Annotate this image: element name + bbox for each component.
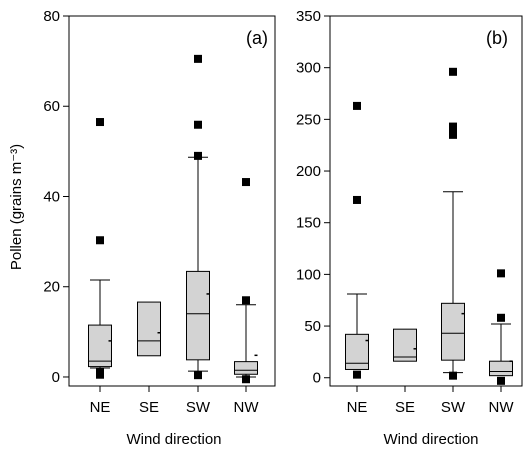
outlier-point <box>449 130 457 139</box>
outlier-point <box>242 178 250 187</box>
outlier-point <box>194 54 202 63</box>
y-tick-label: 0 <box>313 370 321 387</box>
box-NE <box>345 333 369 370</box>
outlier-point <box>194 120 202 129</box>
y-tick-label: 40 <box>43 188 60 205</box>
outlier-point <box>449 122 457 131</box>
y-tick-label: 0 <box>52 369 60 386</box>
y-tick-label: 20 <box>43 279 60 296</box>
y-tick-label: 50 <box>304 318 321 335</box>
y-tick-label: 150 <box>296 215 321 232</box>
x-axis-title-a: Wind direction <box>126 431 221 448</box>
box-SE <box>393 328 417 362</box>
outlier-point <box>96 118 104 127</box>
x-tick-label: NE <box>90 399 111 416</box>
panel-b: 0 50 100 150 200 250 300 350 NE SE SW NW (b) <box>296 8 523 416</box>
x-tick-label: SE <box>395 399 415 416</box>
box-NW <box>489 360 513 377</box>
outlier-point <box>96 367 104 376</box>
y-tick-label: 200 <box>296 163 321 180</box>
y-tick-label: 60 <box>43 98 60 115</box>
outlier-point <box>353 101 361 110</box>
x-tick-label: NE <box>347 399 368 416</box>
outlier-point <box>194 151 202 160</box>
x-tick-label: NW <box>234 399 260 416</box>
outlier-point <box>242 296 250 305</box>
plot-frame <box>68 15 276 387</box>
x-tick-label: SE <box>139 399 159 416</box>
outlier-point <box>449 371 457 380</box>
x-tick-label: SW <box>186 399 211 416</box>
outlier-point <box>497 313 505 322</box>
y-axis-title: Pollen (grains m⁻³) <box>8 144 25 270</box>
y-tick-label: 80 <box>43 8 60 25</box>
outlier-point <box>497 376 505 385</box>
outlier-point <box>353 195 361 204</box>
outlier-point <box>353 370 361 379</box>
panel-label: (b) <box>486 28 508 48</box>
panel-a: 0 20 40 60 80 NE SE SW NW (a) <box>43 8 276 416</box>
plot-frame <box>329 15 523 387</box>
outlier-point <box>449 67 457 76</box>
box-SW <box>441 302 465 361</box>
y-tick-label: 100 <box>296 266 321 283</box>
panel-label: (a) <box>246 28 268 48</box>
box-NW <box>234 361 258 375</box>
y-tick-label: 350 <box>296 8 321 25</box>
box-NE <box>88 324 112 368</box>
x-tick-label: NW <box>489 399 515 416</box>
y-tick-label: 300 <box>296 60 321 77</box>
outlier-point <box>194 371 202 380</box>
outlier-point <box>497 269 505 278</box>
outlier-point <box>96 236 104 245</box>
box-SE <box>137 301 161 357</box>
x-axis-title-b: Wind direction <box>383 431 478 448</box>
box-SW <box>186 270 210 361</box>
y-tick-label: 250 <box>296 111 321 128</box>
outlier-point <box>242 375 250 384</box>
x-tick-label: SW <box>441 399 466 416</box>
